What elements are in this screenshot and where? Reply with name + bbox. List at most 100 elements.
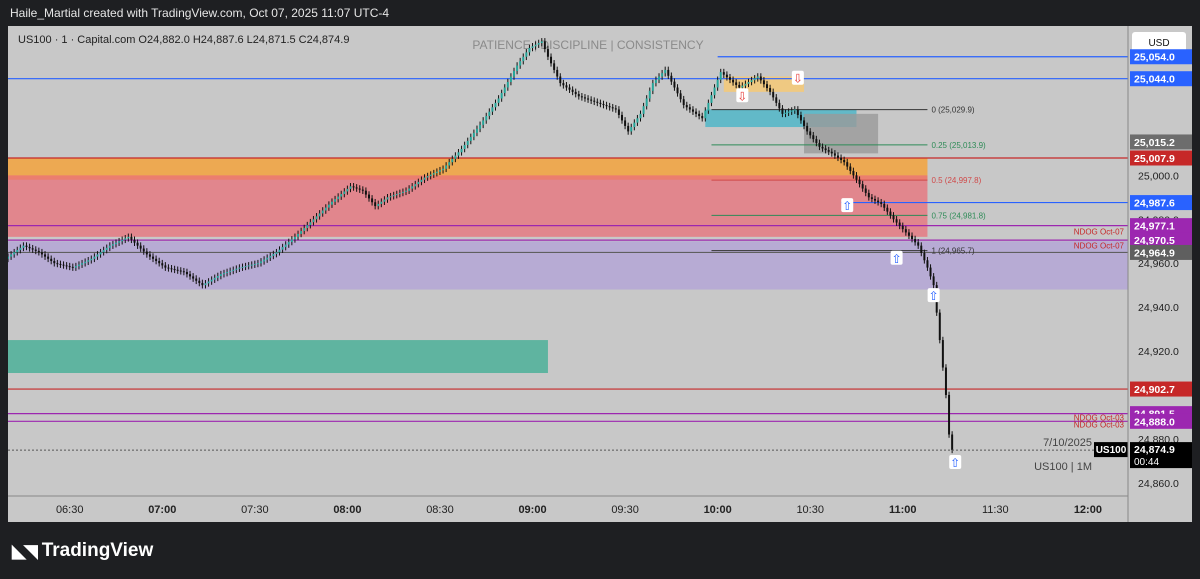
candle-body <box>580 96 583 98</box>
candle-body <box>414 184 417 187</box>
symbol-tag-text: US100 <box>1096 445 1127 456</box>
candle-body <box>645 98 648 107</box>
candle-body <box>176 269 179 271</box>
price-label-tag <box>1130 150 1192 166</box>
candle-body <box>728 77 731 80</box>
candle-body <box>454 155 457 159</box>
candle-body <box>550 56 553 64</box>
candle-body <box>509 76 512 83</box>
candle-body <box>531 46 534 48</box>
candle-body <box>303 228 306 231</box>
candle-body <box>553 63 556 70</box>
candle-body <box>658 76 661 80</box>
candle-body <box>185 271 188 275</box>
candle-body <box>136 242 139 246</box>
candle-body <box>13 252 16 255</box>
candle-body <box>944 367 947 395</box>
candle-body <box>327 204 330 208</box>
candle-body <box>281 247 284 250</box>
candle-body <box>583 97 586 99</box>
side-note-date: 7/10/2025 <box>1043 437 1092 449</box>
candle-body <box>442 168 445 171</box>
candle-body <box>519 61 522 66</box>
candle-body <box>145 251 148 255</box>
candle-body <box>864 188 867 193</box>
candle-body <box>750 80 753 83</box>
candle-body <box>824 148 827 151</box>
candle-body <box>355 187 358 189</box>
candle-body <box>226 271 229 274</box>
candle-body <box>346 188 349 192</box>
candle-body <box>648 90 651 99</box>
candle-body <box>435 171 438 174</box>
candle-body <box>833 153 836 156</box>
candle-body <box>630 127 633 132</box>
candle-body <box>546 49 549 57</box>
candle-body <box>886 207 889 212</box>
candle-body <box>219 274 222 277</box>
x-tick-label: 07:30 <box>241 504 269 516</box>
candle-body <box>395 194 398 196</box>
candle-body <box>790 110 793 112</box>
candle-body <box>482 120 485 125</box>
candle-body <box>599 102 602 104</box>
candle-body <box>911 235 914 240</box>
candle-body <box>488 111 491 117</box>
candle-body <box>624 120 627 126</box>
candle-body <box>334 199 337 202</box>
candle-body <box>195 278 198 281</box>
candle-body <box>895 219 898 223</box>
candle-body <box>337 196 340 200</box>
candle-body <box>528 47 531 53</box>
candle-body <box>371 198 374 203</box>
candle-body <box>222 273 225 275</box>
candle-body <box>719 72 722 80</box>
candle-body <box>429 174 432 177</box>
candle-body <box>84 261 87 264</box>
candle-body <box>898 222 901 226</box>
candle-body <box>432 173 435 175</box>
candle-body <box>812 135 815 140</box>
candle-body <box>37 250 40 253</box>
candle-body <box>784 112 787 114</box>
candle-body <box>93 256 96 259</box>
candle-body <box>358 188 361 190</box>
price-label-text: 25,054.0 <box>1134 52 1175 64</box>
candle-body <box>164 265 167 268</box>
candle-body <box>457 152 460 156</box>
arrow-up-icon <box>927 288 940 303</box>
price-label-tag <box>1130 381 1192 397</box>
price-chart[interactable]: PATIENCE | DISCIPLINE | CONSISTENCY US100… <box>8 26 1192 522</box>
candle-body <box>216 276 219 278</box>
candle-body <box>775 97 778 103</box>
candle-body <box>290 239 293 242</box>
candle-body <box>71 266 74 268</box>
candle-body <box>722 72 725 75</box>
candle-body <box>590 99 593 101</box>
candle-body <box>914 239 917 243</box>
chart-title: Haile_Martial created with TradingView.c… <box>10 6 390 20</box>
candle-body <box>189 274 192 277</box>
candle-body <box>667 69 670 76</box>
fib-label: 0.75 (24,981.8) <box>931 211 986 220</box>
candle-body <box>297 233 300 237</box>
candle-body <box>102 250 105 253</box>
candle-body <box>836 155 839 158</box>
candle-body <box>497 98 500 103</box>
candle-body <box>676 87 679 94</box>
candle-body <box>170 268 173 270</box>
candle-body <box>799 114 802 121</box>
candle-body <box>880 202 883 204</box>
fib-label: 0 (25,029.9) <box>931 106 974 115</box>
candle-body <box>889 211 892 216</box>
candle-body <box>192 276 195 279</box>
candle-body <box>926 260 929 268</box>
candle-body <box>766 84 769 89</box>
candle-body <box>827 150 830 152</box>
title-bar: Haile_Martial created with TradingView.c… <box>0 0 1200 26</box>
candle-body <box>562 83 565 86</box>
candle-body <box>167 267 170 269</box>
price-label-tag <box>1130 244 1192 260</box>
candle-body <box>664 69 667 74</box>
candle-body <box>904 229 907 233</box>
